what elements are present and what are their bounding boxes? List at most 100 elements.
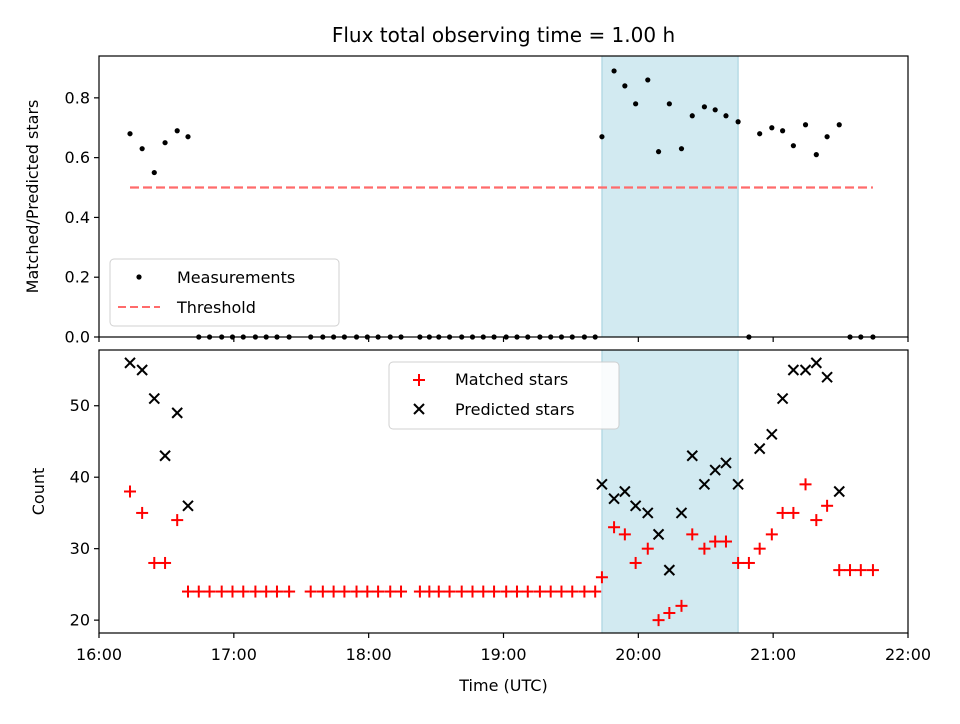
top-ytick-label: 0.2 [65, 268, 90, 287]
matched-star-point [787, 506, 800, 519]
top-ytick-label: 0.0 [65, 328, 90, 347]
matched-star-point [260, 585, 273, 598]
measurement-point [790, 143, 796, 149]
matched-star-point [776, 506, 789, 519]
matched-star-point [361, 585, 374, 598]
matched-star-point [686, 528, 699, 541]
top-highlight-span [601, 55, 739, 338]
matched-star-point [641, 542, 654, 555]
measurement-point [701, 104, 708, 110]
measurement-point [599, 134, 605, 140]
predicted-star-point [776, 392, 789, 405]
x-tick-label: 17:00 [211, 645, 257, 664]
predicted-stars-legend-marker [413, 403, 425, 415]
matched-star-point [533, 585, 546, 598]
measurement-point [836, 122, 842, 128]
measurement-point [127, 131, 133, 137]
matched-star-point [270, 585, 283, 598]
matched-star-point [316, 585, 329, 598]
bottom-legend-box [388, 361, 620, 430]
x-tick-label: 18:00 [346, 645, 392, 664]
predicted-star-point [182, 500, 194, 512]
measurement-point [780, 128, 786, 134]
matched-star-point [500, 585, 513, 598]
measurement-point [655, 149, 662, 155]
matched-star-point [608, 521, 621, 534]
measurement-point [185, 134, 191, 140]
matched-star-point [566, 585, 579, 598]
top-legend-box [109, 258, 340, 327]
measurement-point [689, 113, 695, 119]
predicted-star-point [608, 492, 620, 505]
predicted-star-point [136, 364, 148, 376]
x-tick-label: 21:00 [750, 645, 796, 664]
matched-star-point [432, 585, 445, 598]
matched-star-point [544, 585, 557, 598]
measurement-point [813, 152, 819, 158]
bottom-ytick-label: 20 [70, 611, 90, 630]
matched-star-point [810, 514, 823, 527]
x-tick-label: 16:00 [76, 645, 122, 664]
matched-star-point [338, 585, 351, 598]
measurement-point [757, 131, 763, 137]
matched-star-point [327, 585, 340, 598]
predicted-star-point [709, 464, 721, 476]
matched-star-point [821, 499, 834, 512]
x-tick-label: 22:00 [885, 645, 931, 664]
predicted-star-point [810, 357, 823, 369]
predicted-star-point [652, 528, 665, 541]
predicted-star-point [675, 507, 688, 519]
bottom-ytick-label: 50 [70, 396, 90, 415]
predicted-star-point [596, 478, 608, 491]
matched-star-point [350, 585, 363, 598]
matched-stars-legend-marker [413, 374, 425, 386]
x-tick-label: 19:00 [480, 645, 526, 664]
measurement-point [174, 128, 180, 134]
measurement-point [802, 122, 809, 128]
measurement-point [633, 101, 639, 107]
matched-star-point [629, 556, 642, 569]
measurement-point [139, 146, 145, 152]
matched-star-point [753, 542, 766, 555]
matched-star-point [732, 556, 745, 569]
predicted-star-point [686, 450, 698, 462]
bottom-highlight-span [601, 349, 739, 634]
matched-stars-legend-label: Matched stars [455, 370, 568, 389]
measurement-point [723, 113, 729, 119]
threshold-legend-label: Threshold [176, 298, 256, 317]
predicted-star-point [171, 407, 183, 419]
matched-star-point [652, 614, 665, 627]
matched-star-point [698, 542, 711, 555]
matched-star-point [124, 485, 137, 498]
matched-star-point [866, 564, 879, 577]
matched-star-point [844, 564, 857, 577]
matched-star-point [215, 585, 228, 598]
predicted-star-point [124, 357, 136, 369]
predicted-star-point [148, 392, 160, 405]
matched-star-point [226, 585, 239, 598]
matched-stars-series [124, 478, 879, 627]
matched-star-point [833, 564, 846, 577]
measurement-point [735, 119, 741, 125]
predicted-stars-legend-label: Predicted stars [455, 400, 575, 419]
measurement-point [824, 134, 830, 140]
predicted-stars-series [124, 357, 845, 576]
matched-star-point [384, 585, 397, 598]
matched-star-point [675, 599, 688, 612]
matched-star-point [618, 528, 631, 541]
matched-star-point [578, 585, 591, 598]
predicted-star-point [821, 371, 833, 383]
top-ytick-label: 0.8 [65, 88, 90, 107]
top-ytick-label: 0.6 [65, 148, 90, 167]
top-y-ticks: 0.0 0.2 0.4 0.6 0.8 [65, 88, 99, 347]
matched-star-point [663, 606, 676, 619]
predicted-star-point [799, 364, 812, 376]
matched-star-point [181, 585, 194, 598]
matched-star-point [249, 585, 262, 598]
chart-title: Flux total observing time = 1.00 h [332, 23, 675, 47]
matched-star-point [443, 585, 456, 598]
predicted-star-point [159, 450, 171, 462]
bottom-ytick-label: 30 [70, 539, 90, 558]
top-y-axis-label: Matched/Predicted stars [23, 100, 42, 294]
